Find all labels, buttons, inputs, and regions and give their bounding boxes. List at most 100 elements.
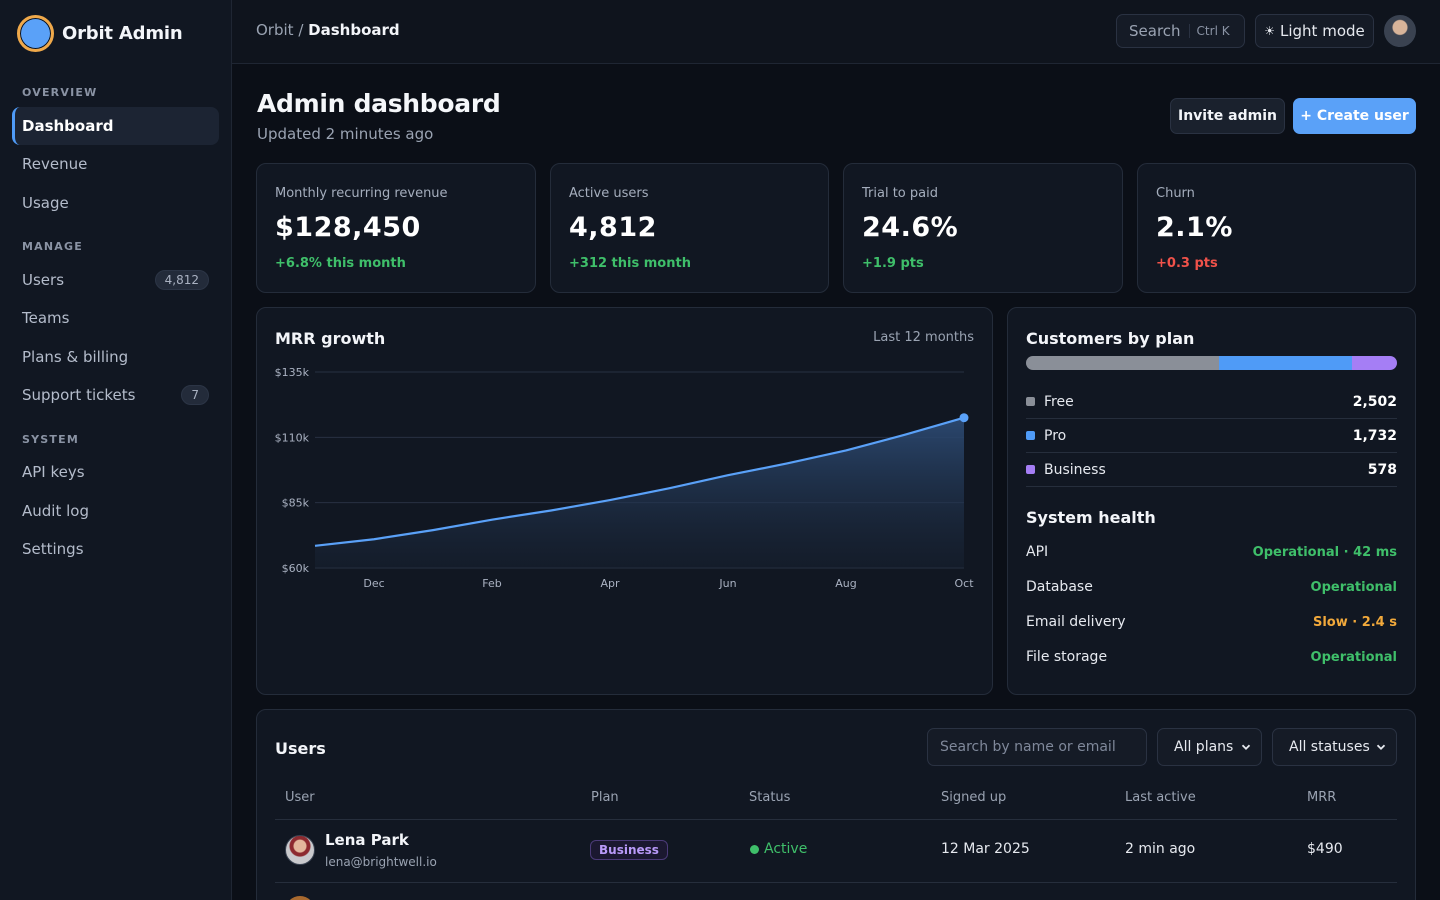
mrr-line <box>314 416 965 547</box>
orbit-logo-icon <box>17 15 54 52</box>
sidebar-item-label: API keys <box>22 463 85 481</box>
pro-legend-swatch <box>1026 431 1035 440</box>
column-header-mrr[interactable]: MRR <box>1307 790 1337 805</box>
y-tick-label: $60k <box>282 562 310 575</box>
status-filter-select[interactable]: All statuses <box>1272 728 1397 766</box>
column-header-status[interactable]: Status <box>749 790 791 805</box>
user-avatar[interactable] <box>1384 15 1416 47</box>
brand[interactable]: Orbit Admin <box>17 15 183 52</box>
sidebar-item-users[interactable]: Users 4,812 <box>12 261 219 299</box>
sidebar: Orbit Admin OVERVIEW Dashboard Revenue U… <box>0 0 232 900</box>
plan-distribution-bar <box>1026 356 1397 370</box>
sidebar-item-usage[interactable]: Usage <box>12 184 219 222</box>
user-email: lena@brightwell.io <box>325 855 437 869</box>
sidebar-item-plans-billing[interactable]: Plans & billing <box>12 338 219 376</box>
search-shortcut: Ctrl K <box>1188 24 1230 38</box>
mrr-latest-point <box>959 413 969 423</box>
sidebar-item-support-tickets[interactable]: Support tickets 7 <box>12 376 219 414</box>
column-header-plan[interactable]: Plan <box>591 790 619 805</box>
kpi-label: Trial to paid <box>862 186 938 201</box>
plan-badge: Business <box>590 840 668 860</box>
kpi-value: $128,450 <box>275 212 421 243</box>
users-card: Users All plans All statuses User Plan S… <box>256 709 1416 900</box>
sun-icon: ☀ <box>1264 24 1275 38</box>
business-legend-swatch <box>1026 465 1035 474</box>
sidebar-item-teams[interactable]: Teams <box>12 299 219 337</box>
plan-name: Free <box>1026 394 1074 410</box>
x-tick-label: Jun <box>718 577 736 590</box>
kpi-card-mrr: Monthly recurring revenue $128,450 +6.8%… <box>256 163 536 293</box>
plan-count: 2,502 <box>1352 393 1397 410</box>
kpi-card-churn: Churn 2.1% +0.3 pts <box>1137 163 1416 293</box>
table-header-divider <box>275 819 1397 820</box>
global-search-button[interactable]: Search Ctrl K <box>1116 14 1245 48</box>
chart-range-label[interactable]: Last 12 months <box>873 330 974 345</box>
user-avatar <box>285 896 315 900</box>
kpi-delta: +312 this month <box>569 256 691 271</box>
user-avatar <box>285 835 315 865</box>
x-tick-label: Apr <box>600 577 620 590</box>
column-header-last-active[interactable]: Last active <box>1125 790 1196 805</box>
sidebar-item-label: Usage <box>22 194 69 212</box>
sidebar-item-audit-log[interactable]: Audit log <box>12 492 219 530</box>
mrr-area <box>315 417 964 568</box>
kpi-delta: +6.8% this month <box>275 256 406 271</box>
service-status: Slow · 2.4 s <box>1312 614 1397 630</box>
service-name: Email delivery <box>1026 614 1126 630</box>
invite-admin-button[interactable]: Invite admin <box>1170 98 1285 134</box>
chart-title: MRR growth <box>275 329 386 348</box>
plan-name-label: Free <box>1044 393 1074 410</box>
plan-count: 1,732 <box>1352 427 1397 444</box>
column-header-user[interactable]: User <box>285 790 315 805</box>
chevron-down-icon <box>1376 744 1386 750</box>
plan-count: 578 <box>1367 461 1397 478</box>
sidebar-item-dashboard[interactable]: Dashboard <box>12 107 219 145</box>
free-legend-swatch <box>1026 397 1035 406</box>
kpi-label: Churn <box>1156 186 1195 201</box>
plan-filter-select[interactable]: All plans <box>1157 728 1262 766</box>
nav-section-system: SYSTEM <box>22 433 79 446</box>
user-search-input[interactable] <box>927 728 1147 766</box>
user-name[interactable]: Lena Park <box>325 831 409 849</box>
plan-name: Pro <box>1026 428 1066 444</box>
status-label: Active <box>764 841 808 857</box>
page-title: Admin dashboard <box>257 89 501 118</box>
breadcrumb-root[interactable]: Orbit <box>256 21 294 39</box>
plan-name-label: Business <box>1044 461 1106 478</box>
sidebar-item-revenue[interactable]: Revenue <box>12 145 219 183</box>
kpi-value: 2.1% <box>1156 212 1233 243</box>
sidebar-item-api-keys[interactable]: API keys <box>12 453 219 491</box>
sidebar-item-settings[interactable]: Settings <box>12 530 219 568</box>
status-badge: Active <box>750 841 807 857</box>
service-status: Operational <box>1310 649 1397 665</box>
plans-health-card: Customers by plan Free 2,502 Pro 1,732 B… <box>1007 307 1416 695</box>
plan-row-pro: Pro 1,732 <box>1026 419 1397 453</box>
y-tick-label: $85k <box>282 497 310 510</box>
chevron-down-icon <box>1241 744 1251 750</box>
y-tick-label: $135k <box>275 366 310 379</box>
health-row-file-storage: File storage Operational <box>1026 649 1397 665</box>
create-user-button[interactable]: + Create user <box>1293 98 1416 134</box>
status-dot-icon <box>750 844 759 854</box>
service-status: Operational · 42 ms <box>1252 544 1397 560</box>
column-header-signed-up[interactable]: Signed up <box>941 790 1007 805</box>
page-subtitle: Updated 2 minutes ago <box>257 125 434 143</box>
plan-name: Business <box>1026 462 1106 478</box>
kpi-card-trial-to-paid: Trial to paid 24.6% +1.9 pts <box>843 163 1123 293</box>
plan-row-business: Business 578 <box>1026 453 1397 487</box>
status-filter-value: All statuses <box>1289 739 1370 755</box>
sidebar-item-label: Revenue <box>22 155 88 173</box>
plan-bar-segment-business <box>1352 356 1397 370</box>
breadcrumb-separator: / <box>298 21 304 39</box>
kpi-label: Monthly recurring revenue <box>275 186 448 201</box>
x-tick-label: Oct <box>954 577 974 590</box>
health-row-email-delivery: Email delivery Slow · 2.4 s <box>1026 614 1397 630</box>
theme-toggle-button[interactable]: ☀ Light mode <box>1255 14 1374 48</box>
plan-bar-segment-free <box>1026 356 1219 370</box>
mrr-growth-card: MRR growth Last 12 months $60k $85k $110k $… <box>256 307 993 695</box>
user-mrr: $490 <box>1307 841 1343 857</box>
service-name: Database <box>1026 579 1093 595</box>
sidebar-item-label: Teams <box>22 309 70 327</box>
sidebar-item-label: Support tickets <box>22 386 136 404</box>
last-active: 2 min ago <box>1125 841 1196 857</box>
